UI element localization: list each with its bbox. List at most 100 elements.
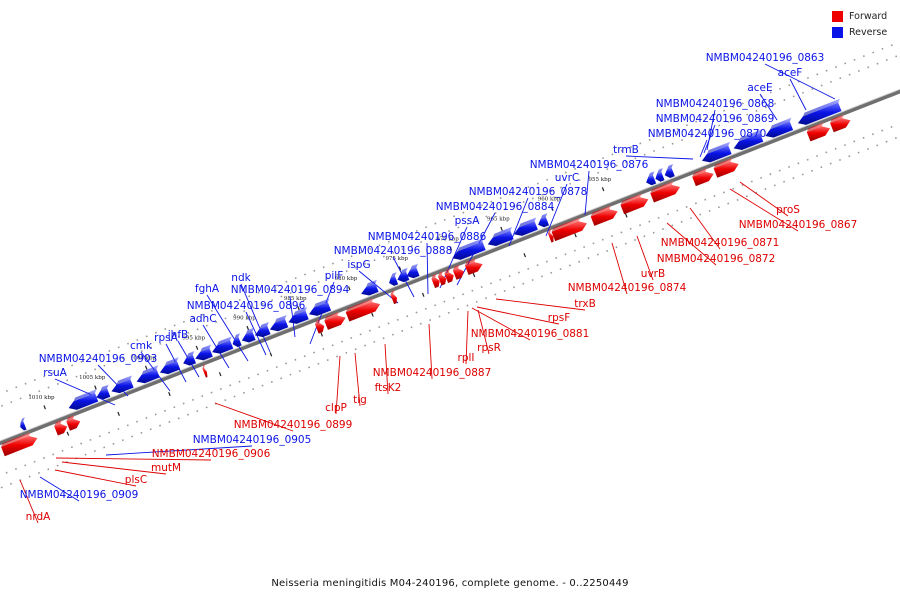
reverse-gene-arrow (487, 230, 514, 247)
forward-gene-arrow-bevel (54, 419, 63, 427)
forward-gene-label: trxB (574, 298, 596, 310)
tick-mark (421, 292, 425, 297)
forward-gene-leader (666, 222, 717, 266)
forward-gene-arrow (390, 293, 397, 305)
reverse-gene-label: NMBM04240196_0909 (20, 489, 139, 501)
tick-label: 970 kbp (436, 236, 459, 242)
tick-mark (574, 233, 577, 238)
tick-label: 1000 kbp (130, 355, 157, 361)
tick-label: 975 kbp (385, 256, 408, 262)
forward-gene-arrow-bevel (444, 268, 451, 274)
tick-mark (218, 372, 222, 377)
reverse-gene-leader (545, 183, 568, 237)
forward-gene-label: NMBM04240196_0887 (373, 367, 492, 379)
reverse-gene-label: fghA (195, 283, 220, 295)
reverse-gene-label: NMBM04240196_0894 (231, 284, 350, 296)
forward-gene-arrow-bevel (650, 180, 674, 194)
forward-gene-arrow-bevel (551, 217, 581, 232)
tick-mark (398, 266, 402, 271)
reverse-gene-label: pssA (455, 215, 481, 227)
genome-backbone (0, 88, 900, 446)
forward-gene-label: NMBM04240196_0874 (568, 282, 687, 294)
forward-gene-label: NMBM04240196_0906 (152, 448, 271, 460)
reverse-gene-leader (105, 445, 253, 456)
legend-forward-label: Forward (849, 10, 888, 22)
reverse-gene-arrow (655, 171, 665, 182)
reverse-gene-arrow-bevel (540, 213, 548, 219)
forward-gene-arrow-bevel (390, 289, 395, 295)
tick-mark (66, 431, 70, 436)
forward-gene-arrow (452, 268, 464, 280)
forward-gene-arrow (66, 418, 81, 431)
tick-label: 955 kbp (588, 177, 611, 183)
reverse-gene-label: NMBM04240196_0868 (656, 98, 775, 110)
reverse-gene-leader (699, 139, 708, 158)
reverse-gene-label: NMBM04240196_0869 (656, 113, 775, 125)
tick-mark (624, 213, 628, 218)
forward-gene-label: NMBM04240196_0899 (234, 419, 353, 431)
forward-gene-label: proS (776, 204, 800, 216)
reverse-gene-arrow (389, 275, 399, 286)
forward-gene-leader (476, 306, 560, 325)
forward-gene-leader (428, 323, 433, 380)
tick-label: 980 kbp (335, 276, 358, 282)
reverse-gene-leader (764, 63, 836, 100)
reverse-gene-label: uvrC (555, 172, 580, 184)
forward-gene-arrow-bevel (437, 270, 444, 277)
forward-gene-leader (214, 402, 294, 432)
forward-gene-arrow (1, 435, 38, 457)
tick-label: 1010 kbp (28, 395, 55, 401)
reverse-gene-arrow-bevel (648, 171, 655, 177)
forward-gene-label: nrdA (26, 511, 51, 523)
reverse-gene-leader (706, 109, 716, 151)
tick-mark (347, 286, 351, 291)
reverse-gene-label: NMBM04240196_0888 (334, 245, 453, 257)
reverse-gene-arrow-bevel (245, 327, 255, 335)
reverse-gene-arrow (20, 421, 27, 431)
reverse-gene-arrow-bevel (259, 321, 269, 329)
forward-gene-arrow-bevel (464, 258, 476, 266)
reverse-gene-arrow (159, 361, 181, 375)
forward-gene-label: NMBM04240196_0871 (661, 237, 780, 249)
forward-gene-arrow-bevel (713, 158, 733, 169)
reverse-gene-label: NMBM04240196_0886 (368, 231, 487, 243)
reverse-gene-arrow-bevel (216, 336, 232, 346)
reverse-gene-label: NMBM04240196_0876 (530, 159, 649, 171)
forward-gene-leader (739, 181, 789, 217)
reverse-gene-arrow (232, 337, 242, 347)
reverse-gene-arrow (513, 221, 538, 236)
forward-gene-arrow-bevel (345, 298, 374, 313)
tick-mark (195, 345, 199, 350)
reverse-gene-arrow (361, 283, 379, 296)
reverse-gene-arrow (797, 102, 842, 125)
figure-caption: Neisseria meningitidis M04-240196, compl… (271, 578, 629, 589)
forward-gene-arrow (464, 262, 483, 275)
forward-gene-arrow (54, 423, 68, 436)
forward-gene-label: NMBM04240196_0867 (739, 219, 858, 231)
tick-mark (371, 312, 374, 317)
forward-gene-arrow (590, 209, 618, 226)
forward-gene-arrow (431, 277, 440, 289)
forward-gene-arrow-bevel (806, 122, 824, 133)
reverse-gene-arrow (68, 393, 99, 410)
forward-gene-label: rpsR (477, 342, 501, 354)
backbone-line (0, 89, 900, 446)
reverse-gene-leader (240, 283, 271, 353)
reverse-gene-arrow (254, 325, 271, 338)
reverse-gene-arrow-bevel (116, 375, 133, 385)
forward-gene-leader (384, 343, 389, 395)
guide-dots (0, 41, 900, 489)
forward-gene-arrow (547, 232, 554, 243)
reverse-gene-label: NMBM04240196_0884 (436, 201, 555, 213)
reverse-gene-label: ihfB (168, 329, 188, 341)
backbone-highlight (0, 88, 900, 442)
forward-gene-arrow (713, 161, 739, 178)
forward-gene-arrow (551, 221, 587, 242)
tick-label: 1005 kbp (79, 375, 106, 381)
reverse-gene-leader (245, 311, 267, 356)
forward-gene-label: rpsF (548, 312, 571, 324)
forward-gene-arrow-bevel (66, 414, 75, 422)
forward-gene-leader (61, 461, 167, 475)
reverse-gene-leader (759, 93, 778, 121)
